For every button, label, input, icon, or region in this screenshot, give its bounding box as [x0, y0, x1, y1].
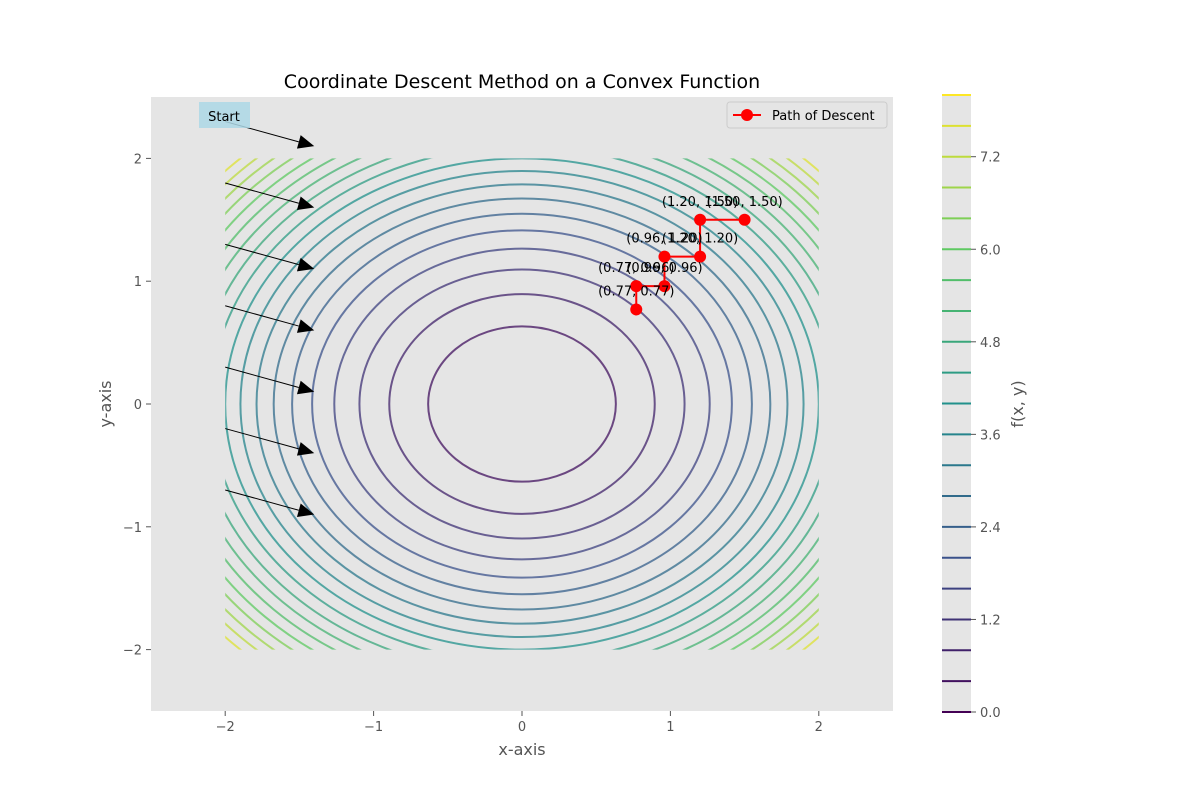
path-point [658, 250, 671, 263]
point-label: (1.20, 1.50) [662, 195, 738, 210]
arrow-shaft [225, 428, 299, 450]
arrow-head [296, 503, 315, 518]
contour-lines [225, 158, 819, 650]
arrow-head [296, 257, 315, 272]
colorbar-tick-label: 2.4 [980, 521, 1001, 536]
y-tick-label: −2 [123, 644, 142, 659]
point-label: (0.96, 1.20) [626, 232, 702, 247]
point-label: (0.77, 0.77) [598, 284, 674, 299]
arrow-shaft [225, 366, 299, 388]
arrow-shaft [225, 489, 299, 511]
arrow-shaft [225, 305, 299, 327]
point-label: (1.50, 1.50) [706, 195, 782, 210]
colorbar-levels [942, 94, 971, 713]
x-axis-ticks: −2 −1 0 1 2 [216, 711, 823, 735]
x-tick-label: 0 [518, 720, 526, 735]
contour-line [239, 170, 805, 638]
x-tick-label: −1 [364, 720, 383, 735]
contour-line [255, 183, 789, 625]
colorbar: 0.0 1.2 2.4 3.6 4.8 6.0 7.2 f(x, y) [942, 94, 1027, 721]
x-tick-label: 2 [815, 720, 823, 735]
y-tick-label: 2 [134, 152, 142, 167]
arrow-head [296, 380, 315, 395]
path-point [630, 280, 643, 293]
contour-line [225, 158, 819, 650]
colorbar-tick-label: 6.0 [980, 243, 1001, 258]
colorbar-tick-label: 3.6 [980, 428, 1001, 443]
descent-path [630, 213, 751, 316]
path-point [630, 303, 643, 316]
x-axis-label: x-axis [498, 740, 545, 759]
start-annotation-box [199, 102, 250, 128]
contour-line [291, 212, 753, 596]
contour-line [388, 293, 656, 515]
x-tick-label: −2 [216, 720, 235, 735]
contour-group [225, 158, 819, 650]
y-tick-label: 0 [134, 398, 142, 413]
start-annotation-text: Start [208, 110, 240, 125]
legend-label: Path of Descent [772, 109, 875, 124]
y-tick-label: −1 [123, 521, 142, 536]
arrow-shaft [225, 182, 299, 204]
chart-title: Coordinate Descent Method on a Convex Fu… [284, 71, 760, 93]
colorbar-ticks: 0.0 1.2 2.4 3.6 4.8 6.0 7.2 [971, 151, 1001, 721]
contour-line [333, 247, 711, 561]
y-axis-label: y-axis [96, 380, 115, 427]
colorbar-tick-label: 4.8 [980, 336, 1001, 351]
colorbar-tick-label: 0.0 [980, 706, 1001, 721]
path-point [658, 280, 671, 293]
arrow-head [296, 442, 315, 456]
y-tick-label: 1 [134, 275, 142, 290]
path-point [694, 213, 707, 226]
point-label: (1.20, 1.20) [662, 232, 738, 247]
arrow-head [296, 319, 315, 333]
legend-box [726, 101, 888, 129]
point-labels: (1.50, 1.50)(1.20, 1.50)(1.20, 1.20)(0.9… [598, 195, 783, 300]
x-tick-label: 1 [666, 720, 674, 735]
arrow-shaft [225, 243, 299, 266]
start-annotation: Start [199, 102, 250, 128]
legend-marker [741, 109, 753, 121]
arrow-head [296, 196, 315, 211]
point-label: (0.96, 0.96) [626, 261, 702, 276]
y-axis-ticks: −2 −1 0 1 2 [123, 152, 151, 659]
contour-line [311, 229, 733, 579]
point-label: (0.77, 0.96) [598, 261, 674, 276]
plot-area [151, 97, 893, 711]
contour-line [272, 197, 772, 611]
colorbar-tick-label: 1.2 [980, 613, 1001, 628]
colorbar-tick-label: 7.2 [980, 151, 1001, 166]
colorbar-label: f(x, y) [1008, 380, 1027, 427]
path-point [694, 250, 707, 263]
contour-line [358, 268, 686, 540]
legend: Path of Descent [726, 101, 888, 129]
contour-line [427, 325, 617, 483]
path-point [738, 213, 751, 226]
arrow-head [296, 135, 315, 149]
